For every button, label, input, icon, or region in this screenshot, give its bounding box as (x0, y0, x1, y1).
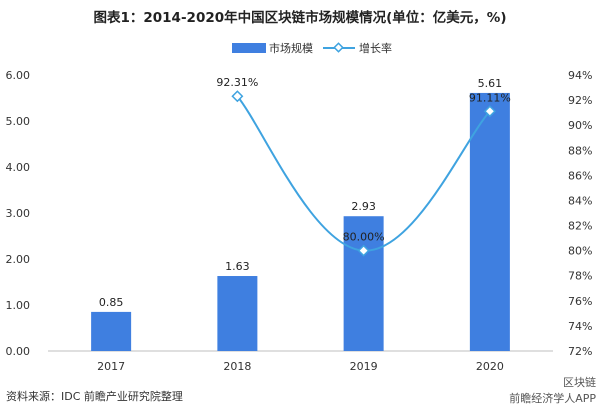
y-right-tick-label: 82% (568, 220, 592, 233)
bar (343, 216, 384, 351)
bar-value-label: 2.93 (351, 200, 376, 213)
y-right-tick-label: 80% (568, 245, 592, 258)
y-right-tick-label: 86% (568, 169, 592, 182)
line-series (231, 90, 496, 257)
y-left-tick-label: 5.00 (6, 115, 31, 128)
y-left-tick-label: 4.00 (6, 161, 31, 174)
growth-value-label: 92.31% (216, 76, 258, 89)
bar (217, 276, 258, 351)
y-right-tick-label: 94% (568, 69, 592, 82)
y-right-tick-label: 84% (568, 194, 592, 207)
chart-title: 图表1：2014-2020年中国区块链市场规模情况(单位：亿美元，%) (93, 9, 506, 26)
bar-value-label: 5.61 (478, 77, 503, 90)
x-tick-label: 2017 (97, 360, 125, 373)
y-right-tick-label: 78% (568, 270, 592, 283)
bar (469, 92, 510, 351)
watermark-text: 前瞻经济学人APP (509, 391, 596, 405)
data-labels: 0.85 1.63 2.93 5.61 92.31% 80.00% 91.11% (99, 76, 511, 309)
growth-point (231, 90, 244, 103)
axes: 0.00 1.00 2.00 3.00 4.00 5.00 6.00 72% 74% 76% 78%… (6, 69, 593, 373)
legend-label-bar: 市场规模 (269, 41, 313, 55)
bar-value-label: 1.63 (225, 260, 250, 273)
legend-swatch-bar (232, 43, 266, 53)
y-right-tick-label: 88% (568, 144, 592, 157)
legend-marker-line (333, 42, 344, 53)
y-left-tick-label: 1.00 (6, 299, 31, 312)
brand-text: 区块链 (563, 375, 596, 389)
x-tick-label: 2020 (476, 360, 504, 373)
x-tick-label: 2019 (350, 360, 378, 373)
y-left-tick-label: 6.00 (6, 69, 31, 82)
x-tick-label: 2018 (223, 360, 251, 373)
y-left-tick-label: 0.00 (6, 345, 31, 358)
y-right-tick-label: 72% (568, 345, 592, 358)
source-note: 资料来源：IDC 前瞻产业研究院整理 (6, 389, 183, 403)
y-left-tick-label: 2.00 (6, 253, 31, 266)
growth-value-label: 80.00% (343, 231, 385, 244)
y-right-tick-label: 92% (568, 94, 592, 107)
y-right-tick-label: 74% (568, 320, 592, 333)
bar-series (91, 92, 510, 351)
y-right-tick-label: 90% (568, 119, 592, 132)
bar-value-label: 0.85 (99, 296, 124, 309)
legend-label-line: 增长率 (359, 41, 392, 55)
growth-point (357, 244, 370, 257)
bar (91, 311, 132, 351)
y-right-tick-label: 76% (568, 295, 592, 308)
growth-point (483, 105, 496, 118)
legend: 市场规模 增长率 (232, 41, 392, 55)
growth-value-label: 91.11% (469, 91, 511, 104)
y-left-tick-label: 3.00 (6, 207, 31, 220)
